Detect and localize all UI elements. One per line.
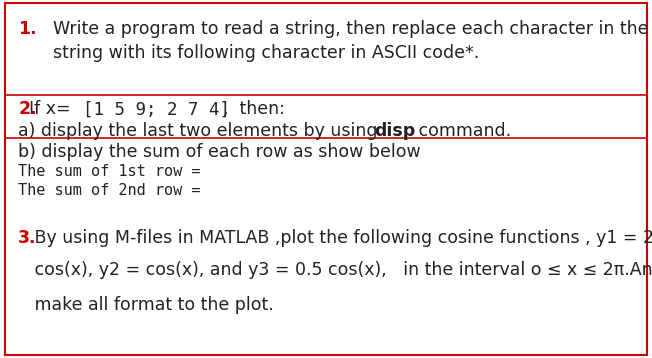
Text: ,  then:: , then: xyxy=(223,100,285,118)
Text: a) display the last two elements by using: a) display the last two elements by usin… xyxy=(18,122,383,140)
Text: Write a program to read a string, then replace each character in the: Write a program to read a string, then r… xyxy=(53,20,649,38)
Text: [1 5 9; 2 7 4]: [1 5 9; 2 7 4] xyxy=(83,100,230,118)
Text: If x=: If x= xyxy=(18,100,71,118)
Text: The sum of 2nd row =: The sum of 2nd row = xyxy=(18,183,201,198)
Text: make all format to the plot.: make all format to the plot. xyxy=(18,296,274,314)
Text: 2.: 2. xyxy=(18,100,37,118)
Text: The sum of 1st row =: The sum of 1st row = xyxy=(18,164,201,179)
Text: 1.: 1. xyxy=(18,20,37,38)
Text: cos(x), y2 = cos(x), and y3 = 0.5 cos(x),   in the interval o ≤ x ≤ 2π.And: cos(x), y2 = cos(x), and y3 = 0.5 cos(x)… xyxy=(18,261,652,279)
Text: command.: command. xyxy=(413,122,511,140)
Text: 3.: 3. xyxy=(18,229,37,247)
Text: string with its following character in ASCII code*.: string with its following character in A… xyxy=(53,44,480,62)
Text: b) display the sum of each row as show below: b) display the sum of each row as show b… xyxy=(18,143,421,161)
Text: disp: disp xyxy=(374,122,415,140)
Text: By using M-files in MATLAB ,plot the following cosine functions , y1 = 2: By using M-files in MATLAB ,plot the fol… xyxy=(18,229,652,247)
